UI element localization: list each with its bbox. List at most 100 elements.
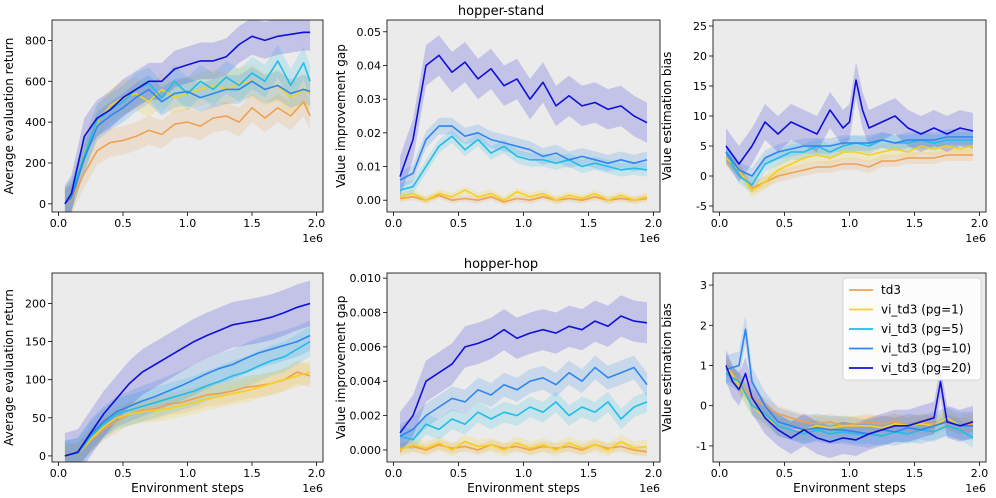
x-tick-label: 0.5 <box>776 467 794 480</box>
y-tick-label: 0.006 <box>350 341 382 354</box>
line-vi-td3-pg-5 <box>725 139 973 186</box>
y-tick-label: 0 <box>39 198 46 211</box>
y-tick-label: 0.000 <box>350 444 382 457</box>
band-td3 <box>64 87 311 212</box>
y-tick-label: 50 <box>32 412 46 425</box>
y-tick-label: 150 <box>25 336 46 349</box>
line-td3 <box>64 100 311 205</box>
band-vi-td3-pg-20 <box>64 20 311 212</box>
y-axis-label: Value improvement gap <box>334 296 348 440</box>
y-tick-label: 600 <box>25 75 46 88</box>
legend-label-vi-td3-pg-20: vi_td3 (pg=20) <box>881 361 971 375</box>
y-tick-label: 200 <box>25 157 46 170</box>
legend: td3 vi_td3 (pg=1) vi_td3 (pg=5) vi_td3 (pg=… <box>842 277 982 381</box>
line-vi-td3-pg-20 <box>399 54 648 177</box>
y-axis-label: Value improvement gap <box>334 44 348 188</box>
y-tick-label: 5 <box>700 140 707 153</box>
x-axis-label: Environment steps <box>793 481 906 495</box>
y-axis-label: Average evaluation return <box>2 289 16 446</box>
x-tick-label: 1.0 <box>841 467 859 480</box>
y-tick-label: 400 <box>25 116 46 129</box>
line-vi-td3-pg-10 <box>64 334 311 457</box>
y-tick-label: 15 <box>693 80 707 93</box>
y-tick-label: 1 <box>700 359 707 372</box>
x-tick-label: 0.5 <box>114 467 132 480</box>
band-vi-td3-pg-5 <box>726 132 973 193</box>
line-vi-td3-pg-1 <box>64 371 311 457</box>
legend-box <box>842 277 982 381</box>
x-multiplier: 1e6 <box>965 232 986 245</box>
x-tick-label: 1.5 <box>243 217 261 230</box>
y-tick-label: 3 <box>700 279 707 292</box>
line-td3 <box>725 364 974 427</box>
row-title-stand: hopper-stand <box>458 4 544 19</box>
band-td3 <box>726 149 973 194</box>
band-vi-td3-pg-10 <box>64 67 311 212</box>
plot-area <box>387 273 660 462</box>
line-vi-td3-pg-20 <box>64 302 311 457</box>
y-tick-label: -1 <box>696 440 707 453</box>
line-vi-td3-pg-1 <box>725 145 974 192</box>
x-tick-label: 2.0 <box>971 467 989 480</box>
band-vi-td3-pg-20 <box>64 280 311 462</box>
line-vi-td3-pg-5 <box>64 60 311 205</box>
y-tick-label: 0 <box>700 170 707 183</box>
y-tick-label: 100 <box>25 374 46 387</box>
y-tick-label: 0.004 <box>350 375 382 388</box>
legend-label-vi-td3-pg-10: vi_td3 (pg=10) <box>881 342 971 356</box>
legend-label-td3: td3 <box>881 283 901 297</box>
band-vi-td3-pg-20 <box>400 295 647 454</box>
x-tick-label: 0.5 <box>450 467 468 480</box>
x-tick-label: 1.5 <box>906 467 924 480</box>
band-td3 <box>64 360 311 462</box>
line-vi-td3-pg-20 <box>399 315 648 434</box>
y-tick-label: 0 <box>700 400 707 413</box>
x-tick-label: 2.0 <box>645 217 663 230</box>
y-tick-label: 0.02 <box>357 127 382 140</box>
band-vi-td3-pg-5 <box>400 391 647 450</box>
band-vi-td3-pg-10 <box>400 117 647 189</box>
legend-label-vi-td3-pg-1: vi_td3 (pg=1) <box>881 303 964 317</box>
y-tick-label: 0.03 <box>357 93 382 106</box>
line-vi-td3-pg-5 <box>725 372 974 439</box>
y-tick-label: 25 <box>693 20 707 33</box>
x-multiplier: 1e6 <box>639 232 660 245</box>
band-td3 <box>726 357 973 434</box>
y-tick-label: 10 <box>693 110 707 123</box>
x-multiplier: 1e6 <box>639 482 660 495</box>
x-tick-label: 0.5 <box>114 217 132 230</box>
line-vi-td3-pg-10 <box>64 80 311 205</box>
x-multiplier: 1e6 <box>302 482 323 495</box>
x-axis-label: Environment steps <box>467 481 580 495</box>
y-axis-label: Average evaluation return <box>2 38 16 195</box>
x-tick-label: 0.0 <box>50 467 68 480</box>
band-vi-td3-pg-1 <box>726 355 973 440</box>
plot-area <box>713 20 986 212</box>
plot-marks <box>64 20 311 212</box>
x-tick-label: 0.5 <box>450 217 468 230</box>
y-axis-label: Value estimation bias <box>660 52 674 181</box>
y-tick-label: -5 <box>696 200 707 213</box>
line-vi-td3-pg-10 <box>725 328 973 435</box>
plot-marks <box>725 62 974 199</box>
line-vi-td3-pg-1 <box>399 440 648 451</box>
x-tick-label: 0.0 <box>711 217 729 230</box>
band-vi-td3-pg-20 <box>400 35 647 197</box>
y-tick-label: 0.05 <box>357 26 382 39</box>
band-vi-td3-pg-1 <box>64 64 311 212</box>
y-tick-label: 0.008 <box>350 307 382 320</box>
line-vi-td3-pg-5 <box>399 135 648 191</box>
plot-marks <box>399 35 648 206</box>
y-tick-label: 0.00 <box>357 194 382 207</box>
line-vi-td3-pg-20 <box>725 365 974 443</box>
x-tick-label: 2.0 <box>971 217 989 230</box>
x-tick-label: 1.5 <box>580 467 598 480</box>
y-tick-label: 0.002 <box>350 410 382 423</box>
x-tick-label: 2.0 <box>308 467 326 480</box>
y-tick-label: 0.04 <box>357 59 382 72</box>
line-vi-td3-pg-5 <box>399 401 648 441</box>
x-axis-label: Environment steps <box>131 481 244 495</box>
x-tick-label: 1.0 <box>515 217 533 230</box>
